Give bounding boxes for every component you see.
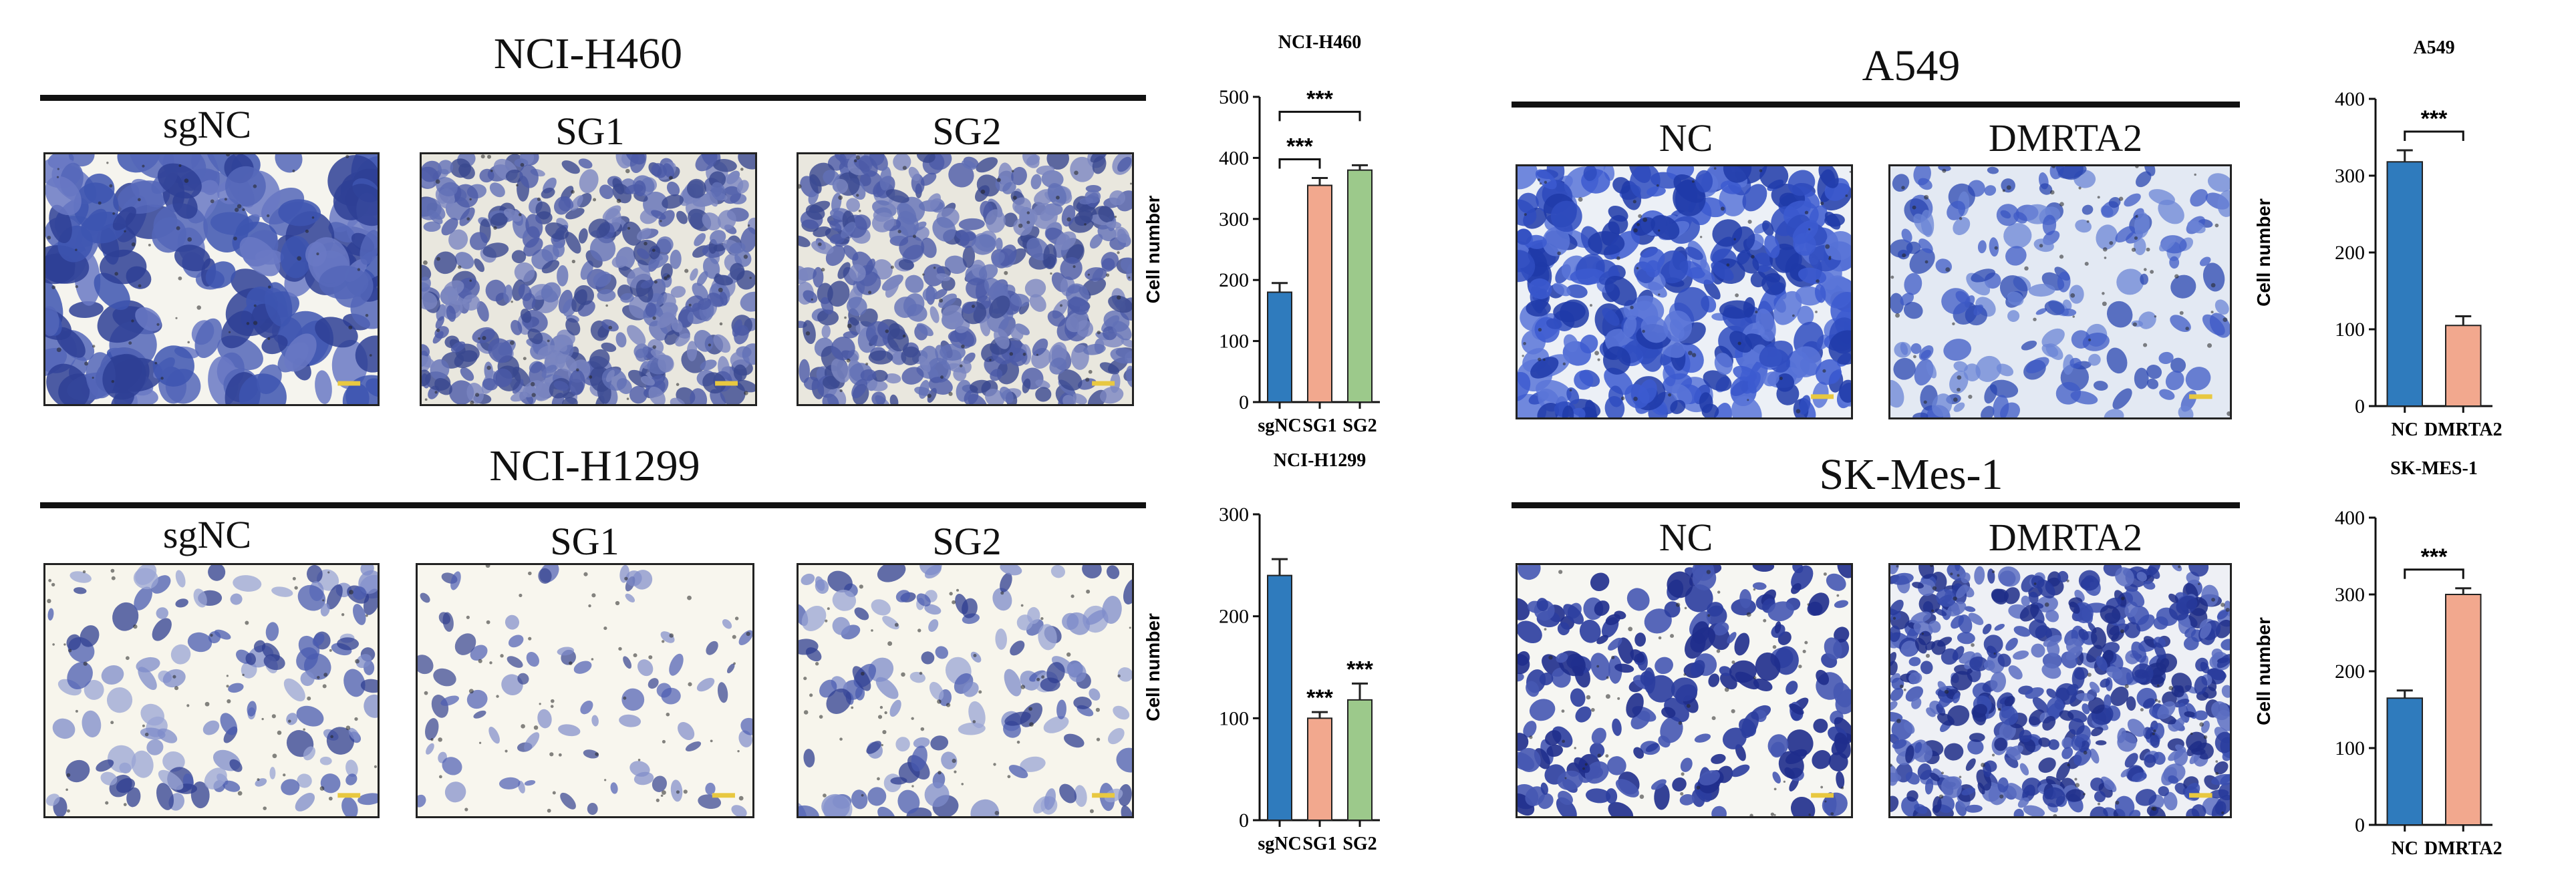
micrograph-nci-h1299-sg2: [797, 563, 1134, 818]
image-label-dmrta2: DMRTA2: [1988, 516, 2143, 559]
panel-title-a549: A549: [1862, 41, 1961, 90]
y-tick-label: 100: [2335, 737, 2365, 759]
micrograph-sk-mes-1-nc: [1516, 563, 1853, 818]
x-tick-label: DMRTA2: [2424, 838, 2502, 859]
y-tick-label: 400: [1219, 147, 1249, 169]
x-tick-label: SG1: [1302, 415, 1336, 436]
micrograph-nci-h460-sg1: [420, 152, 757, 406]
image-label-nc: NC: [1659, 116, 1713, 160]
significance-label: ***: [2421, 544, 2448, 570]
y-tick-label: 400: [2335, 88, 2365, 110]
bar-sg2: [1347, 169, 1373, 403]
bar-sgnc: [1267, 291, 1292, 403]
y-tick-label: 100: [2335, 319, 2365, 341]
significance-bracket: [2404, 568, 2464, 579]
x-tick-label: DMRTA2: [2424, 419, 2502, 440]
image-label-sgnc: sgNC: [162, 513, 252, 556]
y-tick-label: 400: [2335, 507, 2365, 529]
y-axis-label: Cell number: [1143, 613, 1163, 721]
bar-chart-a549: A549 Cell number 0 100 200 300 400 NC DMRTA2 ***: [2253, 37, 2502, 440]
y-tick-label: 100: [1219, 707, 1249, 729]
significance-label: ***: [1306, 685, 1333, 711]
bar-sg1: [1307, 717, 1332, 822]
image-label-sg1: SG1: [555, 110, 625, 153]
y-tick-label: 0: [1239, 810, 1249, 832]
bar-chart-nci-h1299: NCI-H1299 Cell number 0 100 200 300 sgNC SG1 SG2…: [1143, 450, 1380, 854]
panel-title-sk-mes-1: SK-Mes-1: [1819, 450, 2003, 499]
bar-nc: [2386, 161, 2423, 407]
bar-chart-sk-mes-1: SK-MES-1 Cell number 0 100 200 300 400 NC DMRTA2…: [2253, 458, 2502, 859]
y-tick-label: 300: [2335, 165, 2365, 187]
y-tick-label: 0: [1239, 391, 1249, 413]
y-tick-label: 500: [1219, 86, 1249, 108]
x-tick-label: NC: [2392, 838, 2418, 859]
micrograph-nci-h460-sgnc: [43, 152, 380, 406]
bar-sg2: [1347, 699, 1373, 821]
bar-sg1: [1307, 184, 1332, 403]
y-tick-label: 200: [2335, 661, 2365, 683]
y-tick-label: 200: [2335, 242, 2365, 264]
y-tick-label: 300: [1219, 504, 1249, 526]
panel-divider-sk-mes-1: [1512, 502, 2240, 508]
y-tick-label: 100: [1219, 331, 1249, 353]
y-tick-label: 200: [1219, 269, 1249, 291]
significance-bracket: [1278, 110, 1361, 122]
significance-label: ***: [1286, 134, 1313, 160]
x-tick-label: SG2: [1342, 834, 1377, 854]
x-tick-label: NC: [2392, 419, 2418, 440]
micrograph-nci-h1299-sg1: [416, 563, 754, 818]
micrograph-nci-h460-sg2: [797, 152, 1134, 406]
panel-divider-nci-h460: [40, 95, 1146, 101]
x-tick-label: sgNC: [1258, 834, 1301, 854]
y-tick-label: 300: [2335, 584, 2365, 606]
panel-title-nci-h460: NCI-H460: [493, 29, 683, 78]
micrograph-nci-h1299-sgnc: [43, 563, 380, 818]
x-tick-label: SG2: [1342, 415, 1377, 436]
chart-title: SK-MES-1: [2390, 458, 2478, 479]
y-axis-label: Cell number: [2253, 198, 2274, 307]
significance-label: ***: [1306, 86, 1333, 112]
significance-bracket: [2404, 130, 2464, 142]
y-tick-label: 0: [2355, 395, 2365, 417]
image-label-sgnc: sgNC: [162, 103, 252, 146]
image-label-sg2: SG2: [932, 520, 1002, 563]
chart-title: A549: [2413, 37, 2454, 58]
micrograph-sk-mes-1-dmrta2: [1888, 563, 2232, 818]
x-tick-label: sgNC: [1258, 415, 1301, 436]
chart-title: NCI-H460: [1278, 32, 1361, 53]
panel-title-nci-h1299: NCI-H1299: [489, 441, 700, 490]
panel-divider-a549: [1512, 102, 2240, 108]
micrograph-a549-nc: [1516, 164, 1853, 419]
bar-sgnc: [1267, 574, 1292, 821]
significance-label: ***: [2421, 106, 2448, 132]
bar-dmrta2: [2445, 325, 2482, 407]
chart-title: NCI-H1299: [1274, 450, 1366, 471]
x-tick-label: SG1: [1302, 834, 1336, 854]
y-axis-label: Cell number: [2253, 617, 2274, 725]
image-label-sg2: SG2: [932, 110, 1002, 153]
y-tick-label: 0: [2355, 814, 2365, 836]
bar-nc: [2386, 697, 2423, 826]
panel-divider-nci-h1299: [40, 502, 1146, 508]
y-tick-label: 200: [1219, 606, 1249, 628]
image-label-nc: NC: [1659, 516, 1713, 559]
image-label-sg1: SG1: [550, 520, 619, 563]
significance-bracket: [1278, 158, 1321, 169]
y-axis-label: Cell number: [1143, 195, 1163, 303]
y-tick-label: 300: [1219, 208, 1249, 230]
image-label-dmrta2: DMRTA2: [1988, 116, 2143, 160]
significance-label: ***: [1346, 657, 1373, 682]
bar-dmrta2: [2445, 594, 2482, 826]
micrograph-a549-dmrta2: [1888, 164, 2232, 419]
